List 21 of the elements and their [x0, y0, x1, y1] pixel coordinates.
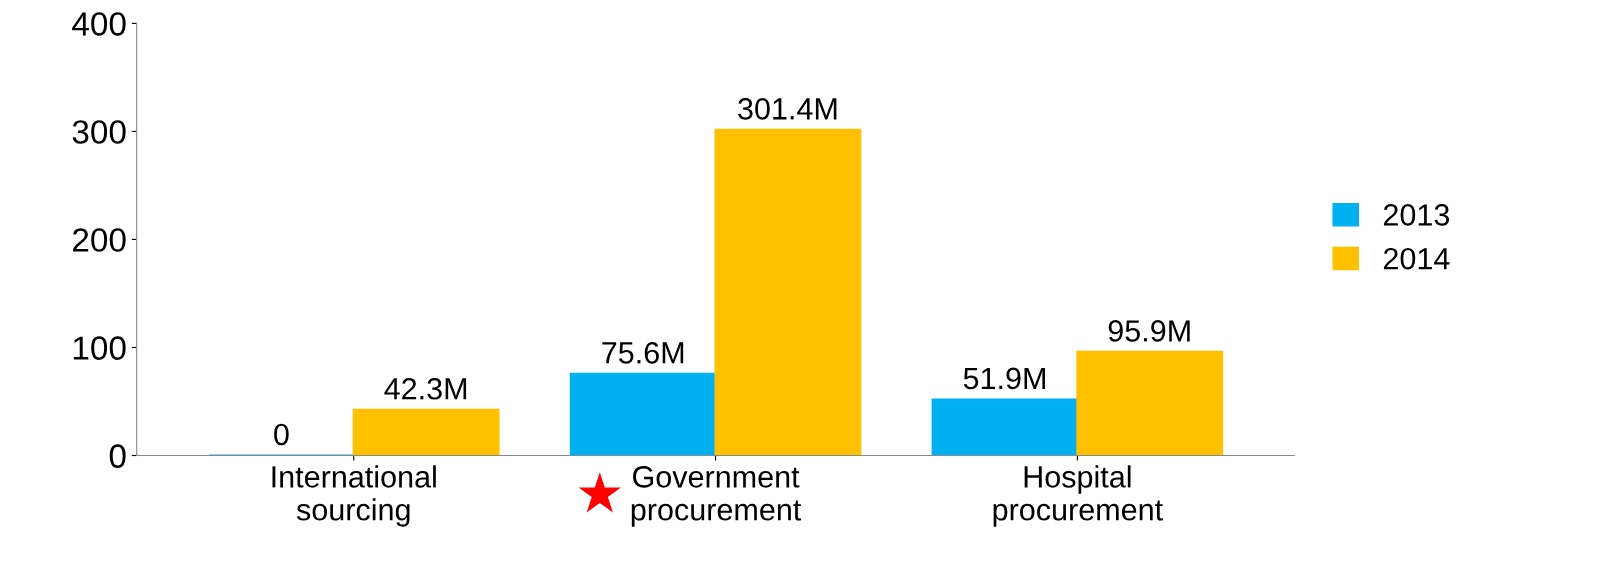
bar — [352, 408, 500, 456]
x-tick-label: Hospital procurement — [993, 465, 1163, 527]
bar — [569, 372, 717, 456]
y-tick-label: 300 — [72, 120, 126, 144]
y-tick-label: 400 — [72, 12, 126, 36]
legend-label: 2013 — [1383, 204, 1450, 226]
y-tick-label: 200 — [73, 228, 126, 252]
data-label: 51.9M — [963, 367, 1045, 390]
data-label: 301.4M — [738, 98, 837, 120]
x-tick-label: International sourcing — [272, 465, 436, 527]
data-label: 95.9M — [1108, 320, 1190, 342]
legend-label: 2014 — [1383, 247, 1450, 270]
y-tick-label: 0 — [109, 444, 126, 468]
bar — [1076, 350, 1224, 456]
data-label: 0 — [274, 423, 289, 446]
bar — [714, 128, 862, 456]
data-label: 42.3M — [384, 377, 467, 400]
x-tick-label: Government procurement — [631, 466, 802, 527]
data-label: 75.6M — [602, 342, 684, 364]
bar — [931, 398, 1079, 456]
y-tick-label: 100 — [73, 336, 126, 360]
